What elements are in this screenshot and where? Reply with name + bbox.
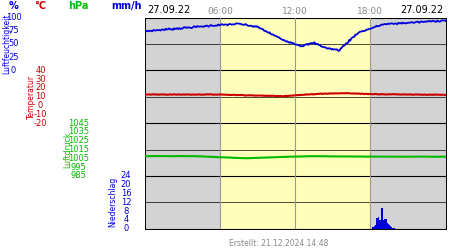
Bar — [391, 228, 393, 229]
Text: 1005: 1005 — [68, 154, 89, 163]
Text: hPa: hPa — [68, 1, 89, 11]
Bar — [381, 208, 382, 229]
Text: Luftfeuchtigkeit: Luftfeuchtigkeit — [2, 14, 11, 74]
Text: 16: 16 — [121, 189, 131, 198]
Bar — [393, 228, 395, 229]
Bar — [380, 220, 382, 229]
Text: -10: -10 — [34, 110, 47, 119]
Bar — [390, 227, 392, 229]
Bar — [378, 217, 379, 229]
Text: 18:00: 18:00 — [357, 0, 383, 2]
Bar — [374, 227, 375, 229]
Text: 1045: 1045 — [68, 119, 89, 128]
Text: 30: 30 — [35, 74, 46, 84]
Bar — [385, 219, 387, 229]
Text: 4: 4 — [123, 216, 129, 224]
Text: 1035: 1035 — [68, 128, 89, 136]
Text: Niederschlag: Niederschlag — [108, 177, 117, 228]
Text: 06:00: 06:00 — [207, 0, 233, 2]
Text: Erstellt: 21.12.2024 14:48: Erstellt: 21.12.2024 14:48 — [229, 238, 328, 248]
Text: %: % — [9, 1, 18, 11]
Text: 985: 985 — [71, 172, 87, 180]
Text: 50: 50 — [8, 40, 19, 48]
Bar — [374, 226, 376, 229]
Text: 0: 0 — [11, 66, 16, 75]
Text: 995: 995 — [71, 163, 86, 172]
Text: 75: 75 — [8, 26, 19, 35]
Bar — [375, 225, 377, 229]
Text: 40: 40 — [35, 66, 46, 75]
Text: 20: 20 — [121, 180, 131, 189]
Bar — [383, 220, 385, 229]
Bar — [220, 18, 370, 229]
Bar — [387, 224, 389, 229]
Bar — [372, 227, 374, 229]
Text: -20: -20 — [34, 119, 47, 128]
Bar — [392, 228, 394, 229]
Text: 100: 100 — [5, 13, 22, 22]
Bar — [384, 218, 386, 229]
Text: 12:00: 12:00 — [282, 0, 308, 2]
Bar — [378, 220, 380, 229]
Text: 12: 12 — [121, 198, 131, 207]
Text: °C: °C — [35, 1, 46, 11]
Bar — [386, 223, 388, 229]
Bar — [145, 18, 220, 229]
Text: 8: 8 — [123, 207, 129, 216]
Text: Luftdruck: Luftdruck — [63, 131, 72, 168]
Bar — [377, 218, 378, 229]
Bar — [389, 226, 391, 229]
Text: 27.09.22: 27.09.22 — [400, 5, 443, 15]
Text: Temperatur: Temperatur — [27, 75, 36, 119]
Bar — [382, 220, 383, 229]
Bar — [388, 225, 390, 229]
Text: 1025: 1025 — [68, 136, 89, 145]
Text: 0: 0 — [123, 224, 129, 233]
Text: 20: 20 — [35, 84, 46, 92]
Text: 27.09.22: 27.09.22 — [147, 5, 190, 15]
Text: 24: 24 — [121, 172, 131, 180]
Text: mm/h: mm/h — [111, 1, 141, 11]
Text: 0: 0 — [38, 101, 43, 110]
Text: 25: 25 — [8, 52, 19, 62]
Text: 10: 10 — [35, 92, 46, 101]
Text: 1015: 1015 — [68, 145, 89, 154]
Bar — [370, 18, 446, 229]
